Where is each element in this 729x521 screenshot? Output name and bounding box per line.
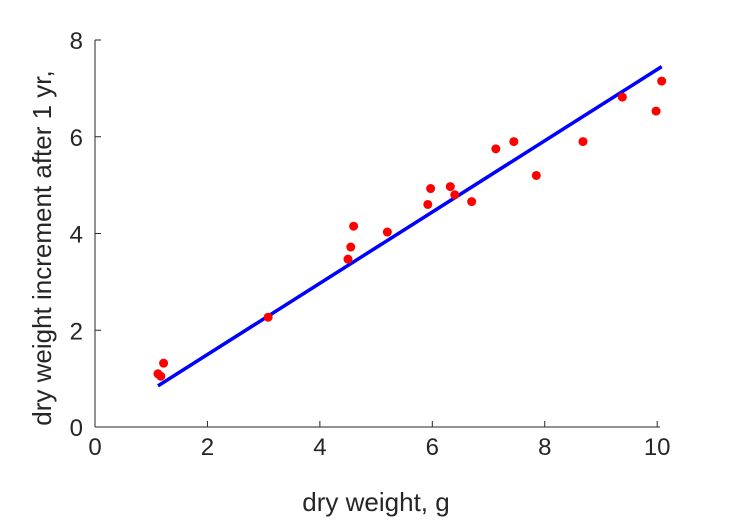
x-tick-label: 8 [538, 434, 551, 461]
data-point [450, 190, 460, 200]
data-point [346, 242, 356, 252]
x-tick-label: 4 [313, 434, 326, 461]
data-point [531, 170, 541, 180]
data-point [617, 92, 627, 102]
axes: 0 2 4 6 8 10 0 2 4 6 8 [70, 28, 671, 461]
y-tick-label: 8 [70, 28, 83, 55]
x-tick-label: 10 [644, 434, 671, 461]
data-point [382, 227, 392, 237]
data-point [657, 76, 667, 86]
data-point [263, 312, 273, 322]
data-point [423, 199, 433, 209]
data-point [159, 358, 169, 368]
y-tick-label: 0 [70, 415, 83, 442]
x-tick-label: 0 [88, 434, 101, 461]
y-tick-label: 2 [70, 318, 83, 345]
data-point [426, 184, 436, 194]
data-point [578, 137, 588, 147]
data-point [156, 371, 166, 381]
data-point [445, 182, 455, 192]
data-point [491, 144, 501, 154]
x-tick-label: 6 [426, 434, 439, 461]
y-axis-label: dry weight increment after 1 yr, [27, 70, 57, 425]
fit-line [157, 65, 663, 388]
data-point [651, 106, 661, 116]
data-point [509, 137, 519, 147]
data-point [349, 221, 359, 231]
x-tick-label: 2 [201, 434, 214, 461]
y-tick-label: 4 [70, 222, 83, 249]
data-point [467, 197, 477, 207]
data-point [343, 254, 353, 264]
y-tick-label: 6 [70, 125, 83, 152]
plot-area [153, 65, 667, 388]
x-axis-label: dry weight, g [302, 487, 449, 517]
